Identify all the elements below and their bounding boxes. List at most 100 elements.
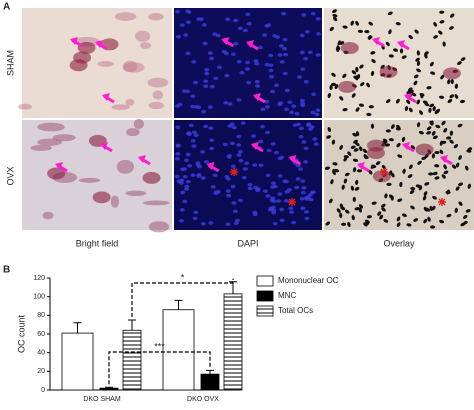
nucleus: [419, 110, 423, 115]
nucleus: [356, 169, 363, 173]
column-label: Overlay: [383, 238, 415, 248]
nucleus: [278, 101, 284, 105]
nucleus: [408, 164, 413, 170]
nucleus: [175, 35, 181, 39]
nucleus: [383, 218, 389, 223]
nucleus: [355, 179, 359, 185]
nucleus: [222, 142, 228, 147]
nucleus: [368, 21, 373, 26]
error-bar: [73, 322, 82, 334]
nucleus: [428, 107, 432, 113]
nucleus: [423, 191, 428, 197]
nucleus: [279, 155, 285, 160]
nucleus: [183, 33, 189, 37]
nucleus: [355, 107, 360, 112]
nucleus: [271, 199, 277, 203]
nucleus: [385, 99, 391, 104]
panel-letter: A: [3, 2, 10, 13]
nucleus: [352, 132, 358, 137]
nucleus: [236, 153, 242, 157]
nucleus: [339, 212, 343, 218]
nucleus: [274, 150, 280, 155]
nucleus: [268, 63, 274, 68]
nucleus: [215, 190, 221, 194]
nucleus: [193, 133, 199, 137]
nucleus: [439, 149, 444, 155]
legend-label: MNC: [278, 291, 296, 300]
nucleus: [332, 162, 338, 166]
nucleus: [450, 78, 454, 85]
nucleus: [396, 216, 401, 222]
nucleus: [236, 98, 242, 102]
nucleus: [451, 164, 457, 169]
nucleus: [413, 218, 419, 222]
nucleus: [312, 137, 318, 141]
nucleus: [226, 193, 232, 198]
nucleus: [358, 146, 363, 152]
nucleus: [416, 122, 421, 128]
cell: [110, 195, 120, 208]
column-label: DAPI: [237, 238, 258, 248]
nucleus: [198, 17, 204, 21]
nucleus: [247, 186, 253, 191]
nucleus: [268, 53, 274, 58]
nucleus: [387, 11, 393, 16]
nucleus: [190, 94, 196, 98]
nucleus: [196, 105, 202, 110]
nucleus: [266, 23, 272, 27]
nucleus: [357, 29, 363, 33]
nucleus: [193, 80, 199, 85]
bar: [223, 293, 243, 391]
nucleus: [326, 135, 332, 139]
nucleus: [406, 99, 411, 105]
nucleus: [315, 32, 321, 36]
arrow-head: [397, 40, 405, 48]
nucleus: [209, 146, 215, 151]
y-tick-label: 80: [37, 312, 45, 319]
nucleus: [209, 56, 215, 61]
nucleus: [191, 130, 197, 135]
nucleus: [432, 195, 437, 200]
nucleus: [212, 173, 218, 178]
arrow-head: [252, 93, 261, 101]
nucleus: [270, 89, 276, 94]
nucleus: [427, 216, 431, 222]
nucleus: [213, 76, 219, 81]
legend-label: Mononuclear OC: [278, 276, 339, 285]
nucleus: [196, 172, 202, 177]
nucleus: [414, 29, 419, 34]
nucleus: [207, 51, 213, 55]
nucleus: [299, 50, 305, 55]
nucleus: [397, 198, 403, 203]
nucleus: [245, 67, 251, 71]
nucleus: [190, 139, 196, 143]
nucleus: [272, 33, 278, 38]
nucleus: [438, 95, 445, 99]
bar: [200, 373, 220, 391]
nucleus: [262, 33, 268, 37]
legend-label: Total OCs: [278, 306, 313, 315]
nucleus: [175, 125, 181, 130]
osteoclast: [69, 59, 88, 72]
nucleus: [449, 94, 455, 99]
nucleus: [335, 46, 340, 52]
nucleus: [279, 60, 285, 64]
nucleus: [467, 147, 473, 151]
nucleus: [360, 82, 365, 87]
nucleus: [264, 62, 270, 67]
nucleus: [354, 207, 360, 211]
nucleus: [332, 9, 337, 14]
error-bar: [105, 386, 113, 389]
nucleus: [225, 189, 231, 193]
osteoclast: [340, 42, 359, 55]
nucleus: [303, 56, 309, 61]
micrograph: [22, 8, 172, 118]
nucleus: [277, 53, 283, 57]
nucleus: [174, 174, 180, 179]
nucleus: [201, 109, 207, 114]
cell: [147, 77, 169, 88]
nucleus: [223, 51, 229, 56]
nucleus: [245, 60, 251, 65]
nucleus: [453, 144, 459, 149]
nucleus: [185, 152, 191, 157]
